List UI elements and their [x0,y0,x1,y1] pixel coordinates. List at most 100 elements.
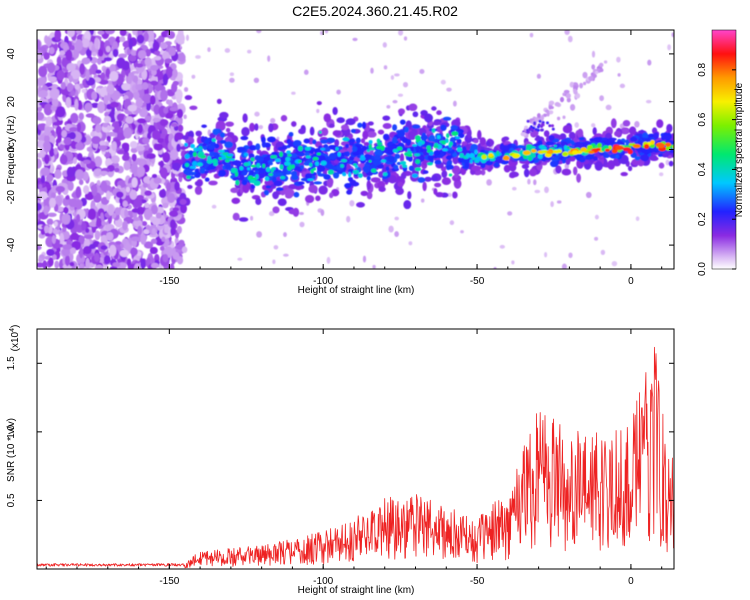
heatmap-cell [411,173,419,178]
heatmap-cell [511,153,521,159]
heatmap-cell [119,36,126,43]
heatmap-cell [224,48,231,53]
heatmap-cell [249,169,255,176]
heatmap-cell [105,231,114,241]
heatmap-cell [291,174,299,181]
heatmap-cell [433,145,439,149]
heatmap-cell [137,49,147,60]
heatmap-cell [334,139,340,147]
heatmap-cell [611,260,618,267]
heatmap-cell [588,75,594,82]
heatmap-cell [550,156,559,162]
heatmap-cell [366,179,372,190]
heatmap-cell [76,253,86,265]
heatmap-cell [320,160,327,166]
heatmap-cell [242,113,248,123]
heatmap-cell [135,63,144,68]
heatmap-cell [383,65,388,70]
heatmap-cell [145,48,152,57]
heatmap-cell [241,170,247,176]
heatmap-cell [100,180,108,192]
heatmap-cell [548,134,555,142]
heatmap-cell [162,253,169,263]
heatmap-cell [634,156,641,161]
heatmap-cell [123,160,131,171]
heatmap-cell [370,67,374,74]
heatmap-cell [194,168,200,174]
heatmap-cell [39,145,45,157]
heatmap-cell [354,164,359,169]
heatmap-cell [84,102,93,112]
heatmap-cell [77,152,83,161]
heatmap-cell [114,120,120,133]
heatmap-cell [191,74,196,79]
heatmap-cell [647,59,652,66]
heatmap-cell [392,148,399,153]
heatmap-cell [548,110,554,115]
heatmap-cell [297,181,305,185]
heatmap-cell [250,164,257,168]
heatmap-cell [249,122,255,132]
heatmap-cell [348,171,352,178]
heatmap-cell [426,145,432,151]
heatmap-cell [485,161,494,166]
heatmap-cell [43,205,49,216]
heatmap-cell [70,90,76,97]
heatmap-cell [564,30,570,35]
heatmap-cell [445,155,453,160]
heatmap-cell [184,169,193,176]
heatmap-cell [436,144,443,150]
snr-multiplier: (x104) [9,325,21,352]
heatmap-cell [66,166,75,178]
heatmap-cell [607,137,617,141]
heatmap-cell [109,244,117,257]
heatmap-cell [346,215,351,223]
heatmap-cell [451,174,462,182]
heatmap-cell [455,136,460,140]
heatmap-cell [474,149,478,155]
heatmap-cell [94,155,103,168]
spectrogram-y-label: Frequency (Hz) [6,116,17,185]
heatmap-cell [441,177,452,185]
heatmap-cell [250,157,255,162]
heatmap-cell [236,146,246,151]
heatmap-cell [162,202,169,209]
heatmap-cell [632,143,641,149]
heatmap-cell [329,192,334,199]
heatmap-cell [77,100,83,110]
heatmap-cell [195,130,202,137]
heatmap-cell [40,167,51,177]
heatmap-cell [183,142,189,147]
heatmap-cell [237,257,243,261]
heatmap-cell [54,243,64,248]
heatmap-cell [45,174,54,183]
heatmap-cell [480,169,486,176]
heatmap-cell [297,152,306,157]
heatmap-cell [149,216,157,223]
y-tick-label: 40 [6,48,17,60]
heatmap-cell [164,58,173,64]
heatmap-cell [594,161,603,171]
y-tick-label: 20 [6,96,17,108]
heatmap-cell [54,169,62,180]
heatmap-cell [149,80,159,86]
heatmap-cell [105,190,111,201]
heatmap-cell [37,39,41,50]
heatmap-cell [76,213,81,223]
heatmap-cell [162,151,171,163]
heatmap-cell [546,150,554,154]
heatmap-cell [189,165,197,169]
heatmap-cell [76,122,82,132]
heatmap-cell [470,143,478,151]
heatmap-cell [166,182,171,192]
heatmap-cell [44,134,50,143]
heatmap-cell [280,115,288,122]
heatmap-cell [594,70,599,75]
heatmap-cell [172,80,179,86]
heatmap-cell [291,91,296,95]
heatmap-cell [451,165,461,175]
heatmap-cell [595,147,601,152]
heatmap-cell [560,141,568,147]
heatmap-cell [61,213,71,225]
